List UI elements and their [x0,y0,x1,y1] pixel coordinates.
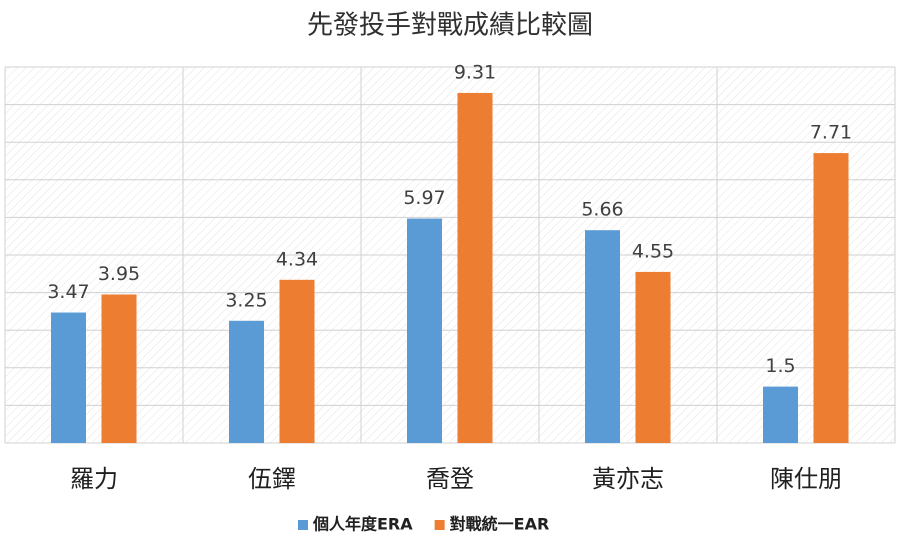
value-label: 5.97 [403,187,445,209]
bar [457,92,493,443]
x-tick-label: 喬登 [426,465,474,493]
bar [279,279,315,443]
legend-swatch [434,520,445,530]
bar [101,294,137,443]
chart-title: 先發投手對戰成績比較圖 [307,11,593,41]
value-label: 4.34 [276,248,318,270]
legend-swatch [298,520,308,530]
value-label: 3.25 [225,289,267,311]
bar [407,218,442,443]
value-label: 1.5 [765,355,795,377]
bar [229,320,264,443]
bar [585,230,620,443]
x-tick-label: 黃亦志 [592,465,664,493]
bar [51,312,86,443]
value-label: 3.95 [98,263,140,285]
value-label: 3.47 [47,281,89,303]
x-tick-label: 伍鐸 [248,465,296,493]
bar [813,153,849,443]
x-tick-label: 羅力 [70,465,118,493]
bar [763,386,798,443]
value-label: 9.31 [454,61,496,83]
x-tick-label: 陳仕朋 [770,465,842,493]
bar [635,271,671,443]
value-label: 4.55 [632,240,674,262]
legend-label: 個人年度ERA [312,515,413,534]
value-label: 5.66 [581,199,623,221]
legend-label: 對戰統一EAR [450,515,550,534]
value-label: 7.71 [810,122,852,144]
